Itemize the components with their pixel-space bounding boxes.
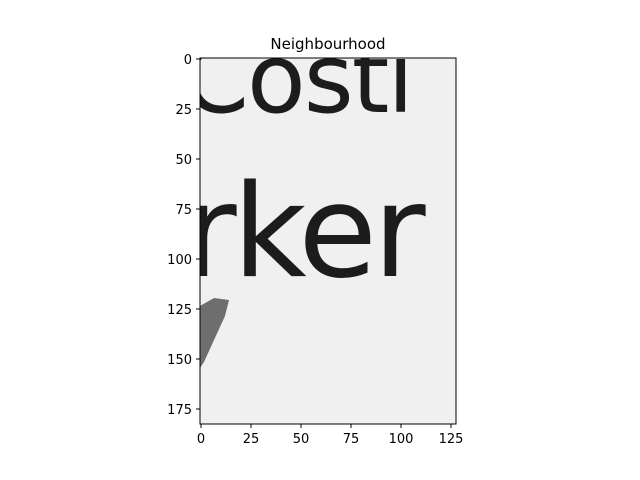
x-tick-label: 0 bbox=[197, 432, 205, 447]
image-smudge bbox=[200, 298, 229, 368]
image-text-line-1: Costi bbox=[182, 23, 412, 135]
y-tick-label: 150 bbox=[167, 353, 192, 368]
x-tick-label: 125 bbox=[439, 432, 464, 447]
image-background bbox=[200, 58, 456, 424]
x-tick-label: 75 bbox=[343, 432, 360, 447]
y-axis: 0 25 50 75 100 125 150 175 bbox=[167, 53, 200, 418]
x-tick-label: 100 bbox=[389, 432, 414, 447]
y-tick-label: 175 bbox=[167, 403, 192, 418]
y-tick-label: 100 bbox=[167, 253, 192, 268]
y-tick-label: 25 bbox=[175, 103, 192, 118]
image-text-line-2: rker bbox=[184, 158, 426, 307]
y-tick-label: 125 bbox=[167, 303, 192, 318]
y-tick-label: 0 bbox=[184, 53, 192, 68]
image-area: Costi rker bbox=[182, 23, 456, 424]
y-tick-label: 50 bbox=[175, 153, 192, 168]
y-tick-label: 75 bbox=[175, 203, 192, 218]
chart-title: Neighbourhood bbox=[270, 35, 385, 53]
x-axis: 0 25 50 75 100 125 bbox=[197, 424, 464, 447]
plot-frame bbox=[199, 57, 457, 425]
x-tick-label: 50 bbox=[293, 432, 310, 447]
x-tick-label: 25 bbox=[243, 432, 260, 447]
